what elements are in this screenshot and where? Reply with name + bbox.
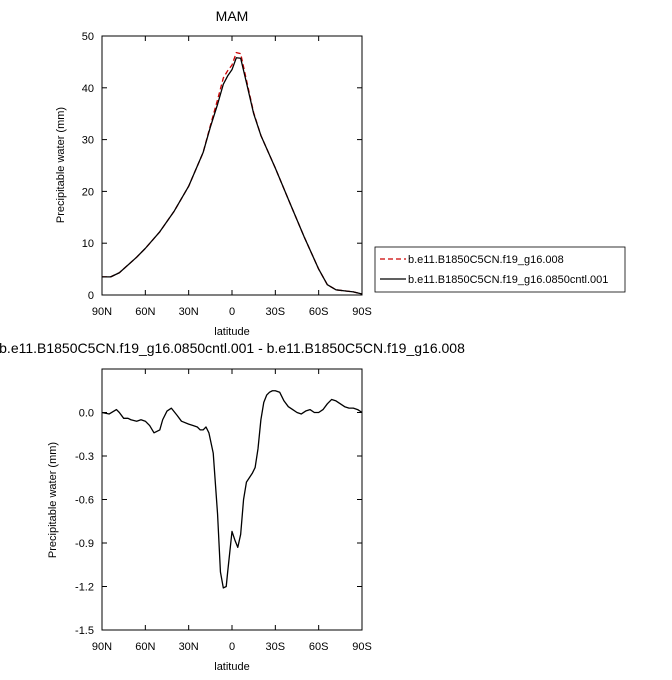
x-tick-label: 90N — [92, 306, 112, 318]
x-tick-label: 90S — [352, 641, 372, 653]
x-tick-label: 30S — [266, 641, 286, 653]
x-tick-label: 30N — [179, 641, 199, 653]
y-tick-label: -0.9 — [75, 538, 94, 550]
y-tick-label: -0.3 — [75, 451, 94, 463]
x-tick-label: 0 — [229, 641, 235, 653]
tick-group: 90N 60N 30N 0 30S 60S 90S 0.0 -0.3 -0.6 -0.9 -1.2 -1… — [75, 369, 372, 653]
x-tick-label: 30N — [179, 306, 199, 318]
x-axis-label: latitude — [214, 326, 249, 338]
series-group — [102, 51, 363, 295]
x-axis-label: latitude — [214, 661, 249, 673]
plot-frame — [101, 35, 363, 296]
y-tick-label: 40 — [82, 83, 94, 95]
legend-label-control: b.e11.B1850C5CN.f19_g16.008 — [408, 254, 564, 266]
chart-title: MAM — [216, 8, 249, 24]
series-group — [101, 390, 363, 589]
x-tick-label: 60N — [135, 641, 155, 653]
x-tick-label: 60S — [309, 641, 329, 653]
x-tick-label: 90S — [352, 306, 372, 318]
y-tick-label: 20 — [82, 186, 94, 198]
chart-title: b.e11.B1850C5CN.f19_g16.0850cntl.001 - b… — [0, 340, 465, 356]
y-tick-label: 50 — [82, 31, 94, 43]
tick-group: 90N 60N 30N 0 30S 60S 90S 0 10 20 30 40 50 — [82, 31, 372, 318]
legend-box — [374, 246, 626, 293]
chart-mean: MAM Precipitable water (mm) latitude 90N… — [55, 8, 626, 338]
series-line-0 — [102, 51, 363, 295]
y-axis-label: Precipitable water (mm) — [47, 442, 59, 558]
y-tick-label: 30 — [82, 135, 94, 147]
chart-difference: b.e11.B1850C5CN.f19_g16.0850cntl.001 - b… — [0, 340, 465, 673]
series-line-1 — [102, 57, 363, 295]
y-tick-label: -1.2 — [75, 582, 94, 594]
x-tick-label: 60S — [309, 306, 329, 318]
y-tick-label: 10 — [82, 238, 94, 250]
x-tick-label: 90N — [92, 641, 112, 653]
y-tick-label: -0.6 — [75, 495, 94, 507]
y-tick-label: -1.5 — [75, 625, 94, 637]
y-axis-label: Precipitable water (mm) — [55, 107, 67, 223]
legend-label-cntl: b.e11.B1850C5CN.f19_g16.0850cntl.001 — [408, 274, 608, 286]
plot-frame — [101, 368, 363, 631]
x-tick-label: 0 — [229, 306, 235, 318]
y-tick-label: 0.0 — [79, 408, 94, 420]
x-tick-label: 30S — [266, 306, 286, 318]
legend: b.e11.B1850C5CN.f19_g16.008 b.e11.B1850C… — [374, 246, 626, 293]
y-tick-label: 0 — [88, 290, 94, 302]
x-tick-label: 60N — [135, 306, 155, 318]
series-line-0 — [101, 390, 363, 589]
